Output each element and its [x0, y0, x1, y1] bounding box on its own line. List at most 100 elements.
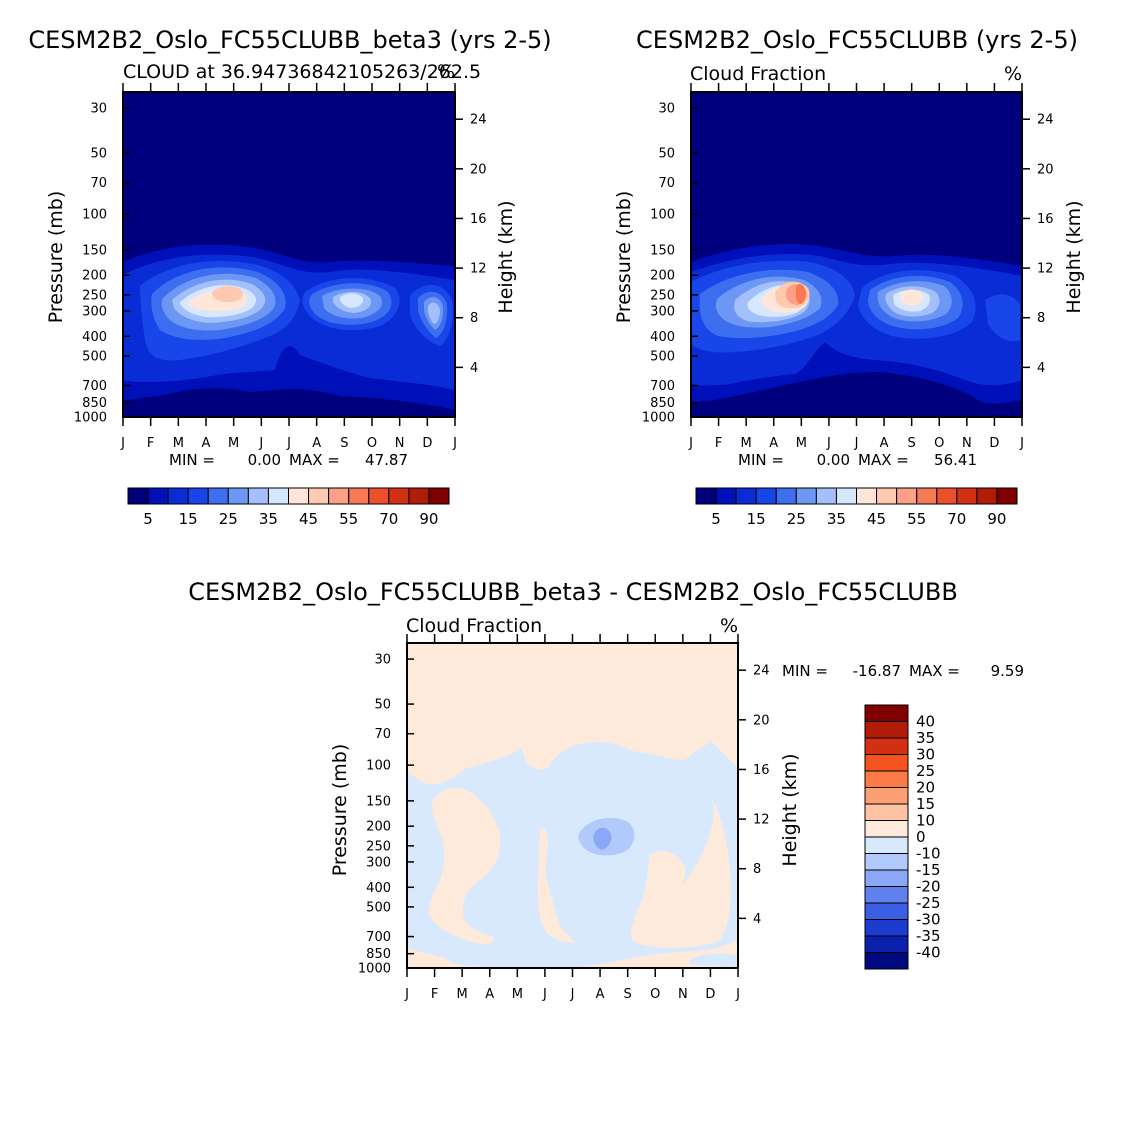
- month-tick-label: A: [312, 436, 321, 451]
- colorbar-label: 25: [787, 510, 806, 528]
- month-tick-label: M: [173, 436, 184, 451]
- pressure-tick-label: 850: [82, 396, 107, 411]
- panel-1-colorbar: 5 15 25 35 45 55 70 90: [127, 487, 450, 528]
- colorbar-swatch: [856, 487, 878, 505]
- colorbar-label: 25: [916, 762, 935, 780]
- pressure-tick-label: 200: [650, 269, 675, 284]
- month-tick-label: J: [735, 987, 740, 1002]
- month-tick-label: J: [404, 987, 409, 1002]
- panel-3-subtitle: Cloud Fraction: [406, 615, 542, 637]
- pressure-tick-label: 200: [82, 269, 107, 284]
- colorbar-swatch: [795, 487, 817, 505]
- month-tick-label: J: [542, 987, 547, 1002]
- panel-3-ylabel-left: Pressure (mb): [329, 744, 351, 877]
- pressure-tick-label: 150: [650, 243, 675, 258]
- height-tick-label: 16: [1037, 212, 1054, 227]
- month-tick-label: M: [512, 987, 523, 1002]
- colorbar-swatch: [247, 487, 269, 505]
- pressure-tick-label: 30: [658, 102, 675, 117]
- colorbar-swatch: [775, 487, 797, 505]
- height-tick-label: 16: [470, 212, 487, 227]
- pressure-tick-label: 500: [82, 349, 107, 364]
- panel-2-subtitle: Cloud Fraction: [690, 63, 826, 85]
- height-tick-label: 12: [753, 813, 770, 828]
- month-tick-label: J: [1019, 436, 1024, 451]
- panel-1-ylabel-right: Height (km): [495, 200, 517, 313]
- colorbar-label: 5: [143, 510, 153, 528]
- month-tick-label: S: [340, 436, 348, 451]
- panel-1-units: %: [437, 61, 455, 83]
- pressure-tick-label: 400: [82, 330, 107, 345]
- colorbar-label: -10: [916, 845, 941, 863]
- colorbar-swatch: [864, 886, 909, 904]
- colorbar-swatch: [815, 487, 837, 505]
- colorbar-swatch: [328, 487, 350, 505]
- month-tick-label: N: [962, 436, 972, 451]
- month-tick-label: A: [596, 987, 605, 1002]
- panel-2: CESM2B2_Oslo_FC55CLUBB (yrs 2-5) Cloud F…: [613, 26, 1085, 528]
- colorbar-label: -35: [916, 927, 941, 945]
- height-tick-label: 8: [1037, 311, 1045, 326]
- panel-1-title: CESM2B2_Oslo_FC55CLUBB_beta3 (yrs 2-5): [28, 26, 551, 54]
- colorbar-swatch: [864, 787, 909, 805]
- colorbar-swatch: [388, 487, 410, 505]
- colorbar-label: 0: [916, 828, 926, 846]
- colorbar-swatch: [864, 869, 909, 887]
- month-tick-label: J: [120, 436, 125, 451]
- pressure-tick-label: 850: [366, 947, 391, 962]
- panel-2-contours: [691, 92, 1022, 417]
- panel-2-colorbar: 5 15 25 35 45 55 70 90: [695, 487, 1018, 528]
- month-tick-label: J: [826, 436, 831, 451]
- colorbar-label: -40: [916, 944, 941, 962]
- colorbar-label: 15: [179, 510, 198, 528]
- panel-1-ylabel-left: Pressure (mb): [45, 191, 67, 324]
- colorbar-label: 45: [867, 510, 886, 528]
- panel-2-min-label: MIN =: [738, 451, 784, 469]
- panel-3-level-minus-15: [593, 827, 612, 850]
- colorbar-swatch: [864, 919, 909, 937]
- month-tick-label: M: [796, 436, 807, 451]
- colorbar-label: 30: [916, 746, 935, 764]
- colorbar-swatch: [207, 487, 229, 505]
- panel-3-negative-lower-right: [690, 953, 738, 968]
- colorbar-swatch: [864, 935, 909, 953]
- pressure-tick-label: 70: [374, 727, 391, 742]
- colorbar-swatch: [864, 704, 909, 722]
- colorbar-swatch: [916, 487, 938, 505]
- month-tick-label: M: [457, 987, 468, 1002]
- colorbar-swatch: [267, 487, 289, 505]
- colorbar-swatch: [187, 487, 209, 505]
- month-tick-label: M: [228, 436, 239, 451]
- panel-2-max-value: 56.41: [934, 451, 977, 469]
- panel-1-min-value: 0.00: [248, 451, 281, 469]
- pressure-tick-label: 70: [90, 176, 107, 191]
- pressure-tick-label: 1000: [358, 962, 391, 977]
- month-tick-label: N: [395, 436, 405, 451]
- panel-2-title: CESM2B2_Oslo_FC55CLUBB (yrs 2-5): [636, 26, 1078, 54]
- panel-2-max-label: MAX =: [858, 451, 909, 469]
- colorbar-swatch: [695, 487, 717, 505]
- month-tick-label: A: [880, 436, 889, 451]
- panel-1: CESM2B2_Oslo_FC55CLUBB_beta3 (yrs 2-5) C…: [28, 26, 551, 528]
- panel-3-positive-band-east: [631, 800, 731, 948]
- month-tick-label: J: [452, 436, 457, 451]
- height-tick-label: 8: [753, 862, 761, 877]
- panel-3-ylabel-right: Height (km): [779, 753, 801, 866]
- colorbar-label: -30: [916, 911, 941, 929]
- panel-3-positive-band-central: [538, 828, 575, 943]
- pressure-tick-label: 100: [650, 208, 675, 223]
- pressure-tick-label: 30: [90, 102, 107, 117]
- colorbar-label: 25: [219, 510, 238, 528]
- pressure-tick-label: 300: [650, 304, 675, 319]
- colorbar-swatch: [876, 487, 898, 505]
- height-tick-label: 24: [470, 113, 487, 128]
- colorbar-swatch: [348, 487, 370, 505]
- pressure-tick-label: 150: [366, 794, 391, 809]
- pressure-tick-label: 300: [82, 304, 107, 319]
- height-tick-label: 12: [1037, 262, 1054, 277]
- month-tick-label: J: [688, 436, 693, 451]
- panel-1-contours: [123, 92, 455, 417]
